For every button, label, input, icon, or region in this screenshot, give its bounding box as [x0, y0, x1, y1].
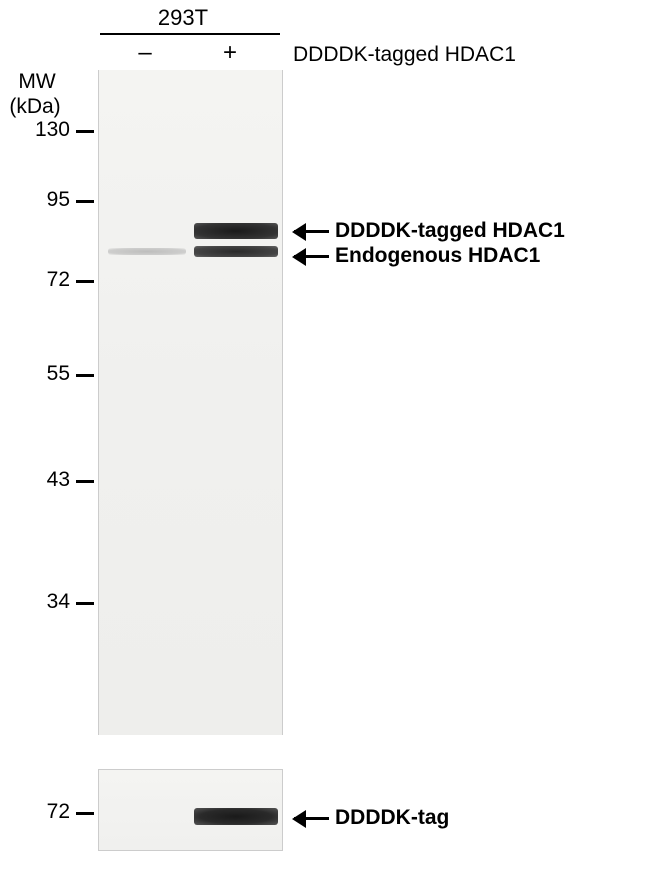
endogenous-hdac1-label: Endogenous HDAC1 — [335, 244, 540, 268]
mw-tick-43 — [76, 480, 94, 483]
mw-tick-34 — [76, 602, 94, 605]
arrow-icon — [294, 817, 329, 820]
arrow-icon — [294, 230, 329, 233]
mw-unit: (kDa) — [0, 95, 70, 119]
band-endogenous-hdac1-plus — [194, 246, 278, 257]
mw-marker-95: 95 — [20, 188, 70, 212]
arrow-tagged-hdac1: DDDDK-tagged HDAC1 — [294, 219, 565, 243]
mw-tick-55 — [76, 374, 94, 377]
arrow-icon — [294, 255, 329, 258]
mw-marker-lower-72: 72 — [20, 800, 70, 824]
mw-marker-72: 72 — [20, 268, 70, 292]
tagged-hdac1-label: DDDDK-tagged HDAC1 — [335, 219, 565, 243]
mw-marker-43: 43 — [20, 468, 70, 492]
band-endogenous-hdac1-minus — [108, 248, 186, 255]
mw-tick-130 — [76, 130, 94, 133]
mw-tick-lower-72 — [76, 812, 94, 815]
condition-plus-label: + — [200, 39, 260, 67]
band-ddddk-tag — [194, 808, 278, 825]
ddddk-tag-label: DDDDK-tag — [335, 806, 449, 830]
blot-main-membrane — [98, 70, 283, 735]
arrow-endogenous-hdac1: Endogenous HDAC1 — [294, 244, 540, 268]
condition-minus-label: – — [115, 39, 175, 67]
mw-marker-55: 55 — [20, 362, 70, 386]
band-tagged-hdac1-plus — [194, 223, 278, 239]
mw-tick-72 — [76, 280, 94, 283]
cell-line-label: 293T — [113, 5, 253, 31]
mw-marker-130: 130 — [20, 118, 70, 142]
western-blot-figure: 293T – + DDDDK-tagged HDAC1 MW (kDa) 130… — [0, 0, 650, 883]
arrow-ddddk-tag: DDDDK-tag — [294, 806, 449, 830]
mw-tick-95 — [76, 200, 94, 203]
mw-title: MW — [12, 70, 62, 94]
construct-label: DDDDK-tagged HDAC1 — [293, 43, 516, 67]
cell-line-underline — [100, 33, 280, 35]
mw-marker-34: 34 — [20, 590, 70, 614]
